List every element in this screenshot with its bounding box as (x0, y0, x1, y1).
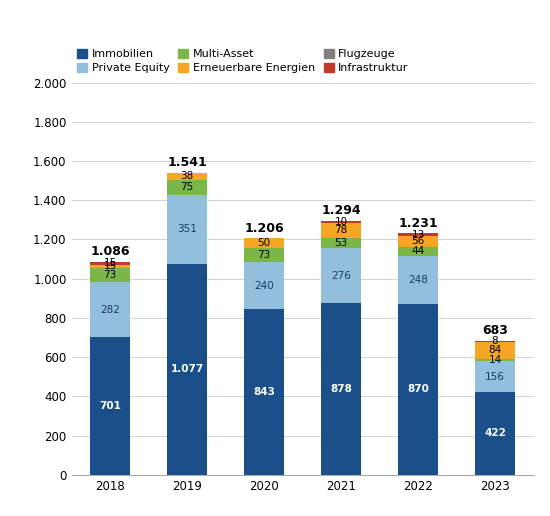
Text: 843: 843 (253, 387, 275, 397)
Bar (398, 247, 438, 255)
Text: 683: 683 (482, 324, 508, 337)
Bar (321, 223, 361, 238)
Bar (167, 264, 207, 475)
Bar (90, 268, 130, 282)
Text: 8: 8 (492, 336, 498, 346)
Bar (475, 361, 515, 392)
Bar (244, 262, 284, 310)
Text: 276: 276 (331, 270, 351, 281)
Text: 1.086: 1.086 (90, 245, 130, 258)
Text: 240: 240 (254, 281, 274, 291)
Bar (90, 262, 130, 265)
Bar (475, 341, 515, 342)
Text: 50: 50 (257, 238, 271, 248)
Text: 44: 44 (411, 246, 425, 256)
Text: 73: 73 (257, 250, 271, 260)
Bar (475, 392, 515, 475)
Text: 1.541: 1.541 (167, 156, 207, 169)
Bar (167, 195, 207, 264)
Text: 701: 701 (99, 401, 121, 411)
Text: 10: 10 (334, 217, 348, 227)
Text: 422: 422 (484, 428, 506, 439)
Bar (90, 265, 130, 268)
Bar (398, 255, 438, 304)
Bar (321, 248, 361, 302)
Bar (244, 310, 284, 475)
Bar (244, 238, 284, 248)
Text: 56: 56 (411, 236, 425, 246)
Text: 38: 38 (180, 171, 194, 181)
Text: 73: 73 (103, 270, 117, 280)
Text: 1.077: 1.077 (170, 364, 204, 374)
Bar (321, 302, 361, 475)
Bar (321, 238, 361, 248)
Text: 1.231: 1.231 (398, 217, 438, 230)
Bar (398, 236, 438, 247)
Bar (167, 172, 207, 180)
Bar (244, 248, 284, 262)
Bar (475, 342, 515, 359)
Text: 156: 156 (485, 372, 505, 382)
Text: 1.206: 1.206 (244, 222, 284, 235)
Text: 1.294: 1.294 (321, 204, 361, 217)
Text: 84: 84 (488, 345, 502, 356)
Text: 14: 14 (488, 355, 502, 365)
Bar (167, 180, 207, 195)
Bar (398, 304, 438, 475)
Text: 78: 78 (334, 225, 348, 235)
Text: 878: 878 (330, 383, 352, 394)
Text: 15: 15 (103, 261, 117, 271)
Bar (90, 337, 130, 475)
Text: 248: 248 (408, 275, 428, 285)
Text: 282: 282 (100, 304, 120, 315)
Bar (398, 233, 438, 236)
Bar (475, 359, 515, 361)
Text: 13: 13 (411, 230, 425, 239)
Text: 53: 53 (334, 238, 348, 248)
Text: 870: 870 (407, 384, 429, 394)
Bar (321, 221, 361, 223)
Bar (90, 282, 130, 337)
Text: 15: 15 (103, 258, 117, 268)
Legend: Immobilien, Private Equity, Multi-Asset, Erneuerbare Energien, Flugzeuge, Infras: Immobilien, Private Equity, Multi-Asset,… (77, 49, 409, 73)
Text: 351: 351 (177, 224, 197, 234)
Text: 75: 75 (180, 182, 194, 192)
